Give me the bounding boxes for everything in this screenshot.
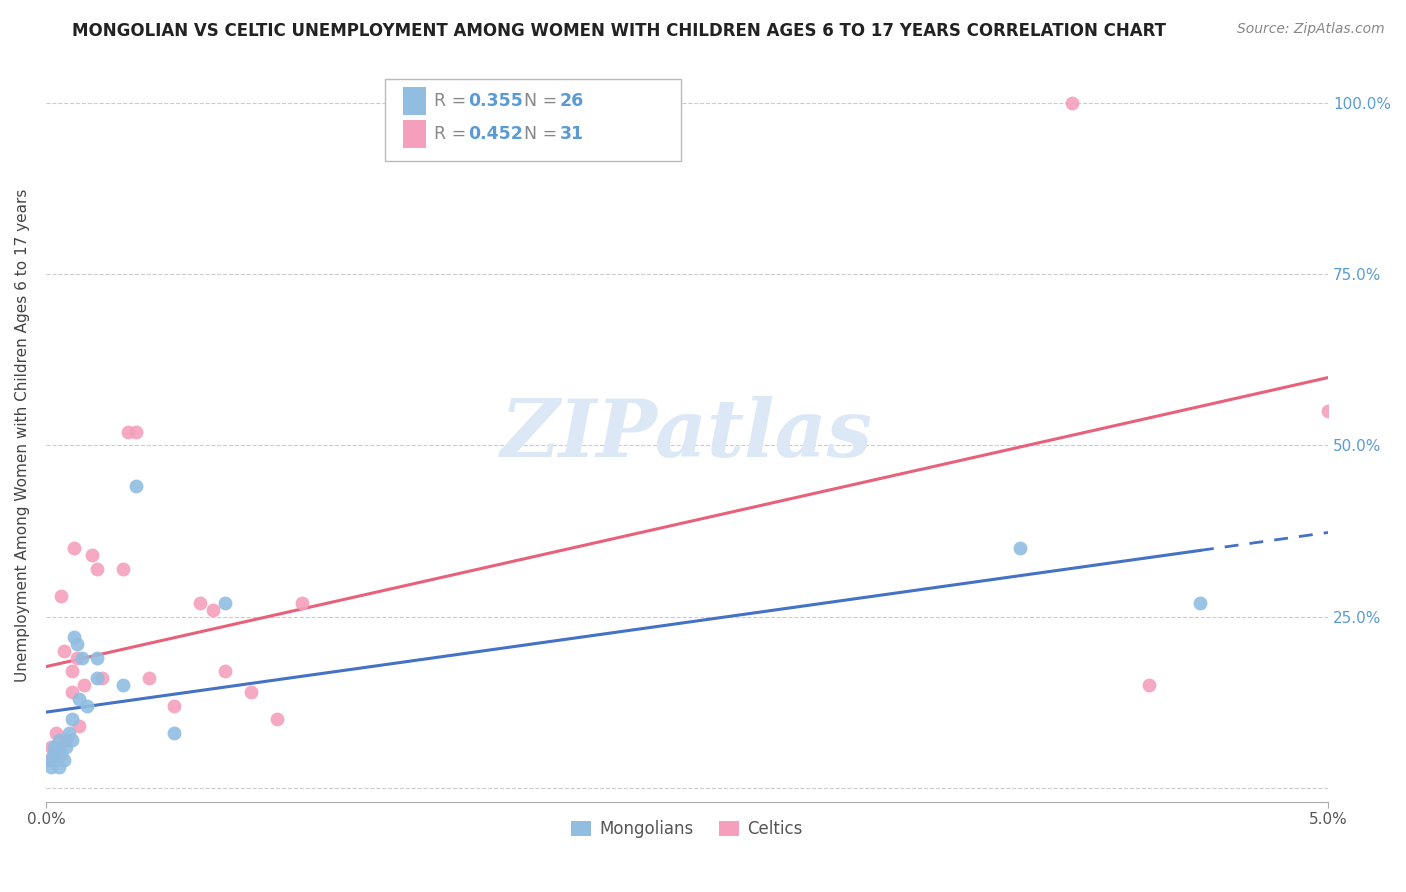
Point [42,739,65,754]
Point [1137,678,1160,692]
Point [51,747,73,761]
Point [55,739,77,754]
Point [125,479,148,493]
Point [214,665,236,679]
Point [91,671,114,685]
Point [266,712,288,726]
Point [52,754,75,768]
Point [39,739,62,754]
Legend: Mongolians, Celtics: Mongolians, Celtics [565,814,810,845]
Text: 0.355: 0.355 [468,92,523,110]
Point [86,671,108,685]
Point [60,712,83,726]
Point [86,650,108,665]
Point [52,644,75,658]
Point [73,678,96,692]
Point [67,719,90,733]
Point [163,726,186,740]
Text: N =: N = [513,125,562,143]
Y-axis label: Unemployment Among Women with Children Ages 6 to 17 years: Unemployment Among Women with Children A… [15,188,30,681]
Point [82,548,104,562]
Point [240,685,263,699]
Point [70,650,93,665]
Point [58,726,80,740]
Point [42,747,65,761]
Point [48,733,70,747]
Point [45,754,67,768]
Text: ZIPatlas: ZIPatlas [501,396,873,474]
Point [48,760,70,774]
Point [117,425,139,439]
Point [125,425,148,439]
Point [60,733,83,747]
Text: MONGOLIAN VS CELTIC UNEMPLOYMENT AMONG WOMEN WITH CHILDREN AGES 6 TO 17 YEARS CO: MONGOLIAN VS CELTIC UNEMPLOYMENT AMONG W… [72,22,1166,40]
Point [51,589,73,603]
Point [163,698,186,713]
Point [111,561,134,575]
Text: 0.452: 0.452 [468,125,523,143]
Point [1060,95,1083,110]
Point [66,637,89,651]
Point [66,650,89,665]
Text: Source: ZipAtlas.com: Source: ZipAtlas.com [1237,22,1385,37]
Point [63,541,86,555]
Point [55,733,77,747]
Point [291,596,314,610]
Point [201,603,224,617]
Point [63,630,86,644]
Point [111,678,134,692]
Point [86,561,108,575]
Point [42,747,65,761]
Point [188,596,211,610]
Text: R =: R = [434,125,472,143]
Point [60,685,83,699]
Point [38,754,60,768]
Point [1188,596,1211,610]
Point [60,665,83,679]
Point [67,691,90,706]
Text: 31: 31 [560,125,583,143]
Point [1317,404,1340,418]
Text: 26: 26 [560,92,583,110]
Point [45,726,67,740]
Point [48,739,70,754]
Point [214,596,236,610]
Text: N =: N = [513,92,562,110]
Point [138,671,160,685]
Point [39,760,62,774]
Point [1010,541,1032,555]
Point [76,698,98,713]
Point [38,754,60,768]
Text: R =: R = [434,92,472,110]
